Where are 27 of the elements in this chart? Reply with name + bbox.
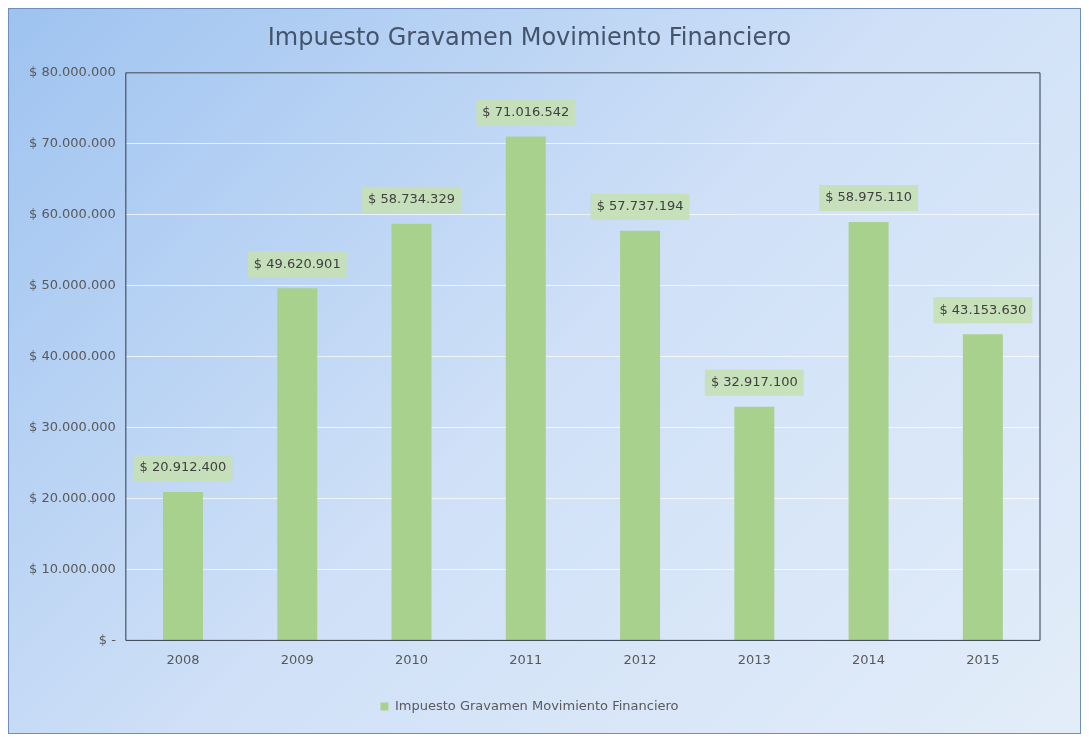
y-tick-label: $ 80.000.000 [28,64,116,80]
x-tick-label: 2010 [394,651,429,667]
x-tick-label: 2011 [509,651,543,667]
y-tick-label: $ 20.000.000 [28,489,116,505]
data-label: $ 32.917.100 [710,374,798,390]
legend-label: Impuesto Gravamen Movimiento Financiero [394,697,679,713]
x-tick-label: 2008 [166,651,200,667]
chart-title: Impuesto Gravamen Movimiento Financiero [267,22,792,51]
x-tick-label: 2009 [280,651,314,667]
x-tick-label: 2014 [852,651,886,667]
data-label: $ 58.734.329 [368,191,455,207]
y-tick-label: $ 70.000.000 [28,135,116,151]
x-tick-label: 2015 [966,651,1000,667]
x-tick-label: 2012 [623,651,657,667]
data-label: $ 43.153.630 [939,301,1027,317]
data-label: $ 71.016.542 [482,103,570,119]
y-tick-label: $ 60.000.000 [28,206,116,222]
y-tick-label: $ - [98,631,117,647]
y-tick-label: $ 10.000.000 [28,560,116,576]
x-tick-label: 2013 [737,651,771,667]
y-tick-label: $ 50.000.000 [28,277,116,293]
y-tick-label: $ 30.000.000 [28,418,116,434]
data-label: $ 49.620.901 [253,255,341,271]
y-tick-label: $ 40.000.000 [28,347,116,363]
data-label: $ 57.737.194 [596,198,684,214]
data-label: $ 20.912.400 [139,459,227,475]
data-label: $ 58.975.110 [825,189,913,205]
